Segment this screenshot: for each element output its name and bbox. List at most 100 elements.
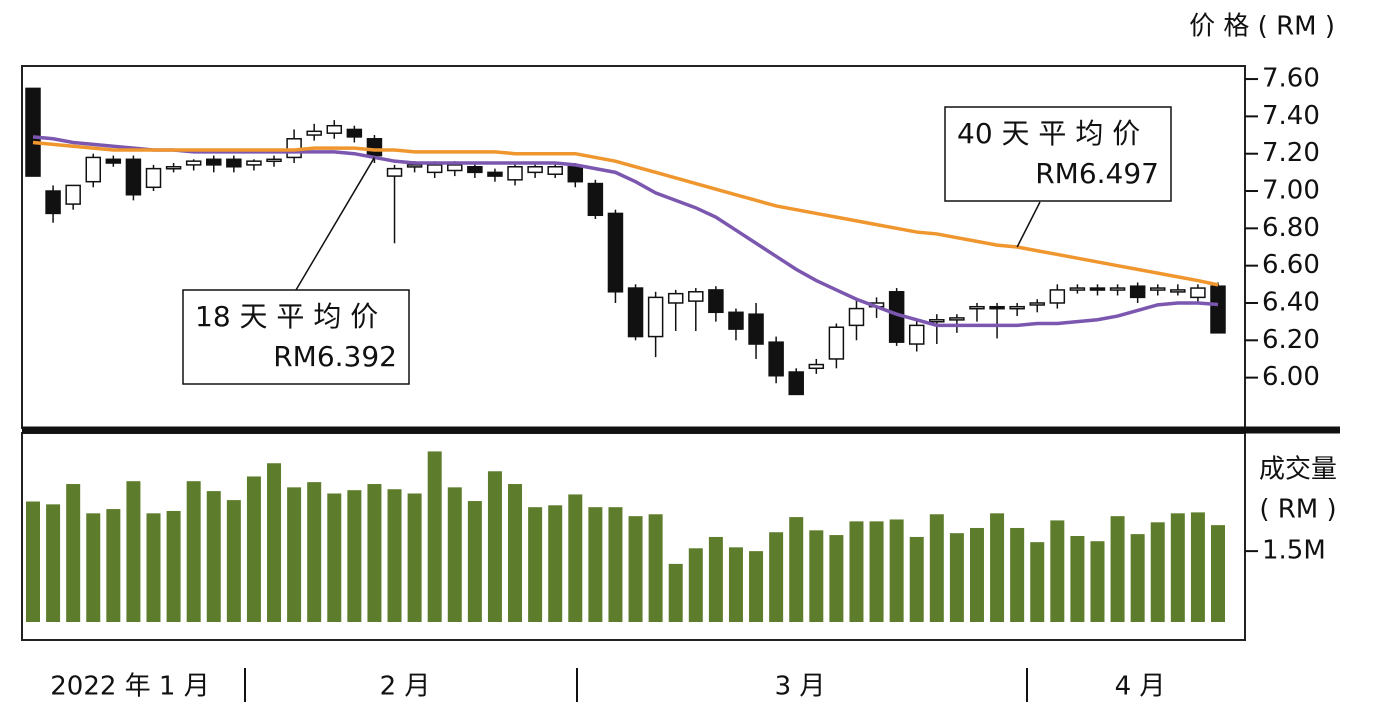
volume-bar	[1130, 534, 1145, 622]
candle-body	[969, 305, 985, 310]
annotation-box	[182, 289, 410, 385]
volume-bar	[46, 504, 61, 622]
annotation-leader	[1016, 201, 1041, 248]
candle-body	[547, 166, 563, 175]
candle-body	[527, 166, 543, 174]
volume-bar	[728, 547, 743, 622]
volume-bar	[628, 516, 643, 622]
candle-body	[226, 158, 242, 168]
candle-body	[165, 166, 182, 170]
volume-bar	[126, 481, 141, 622]
candle-body	[326, 124, 343, 134]
volume-bar	[969, 527, 984, 622]
candle-body	[1129, 285, 1146, 299]
candle-body	[1210, 285, 1226, 334]
y-tick-label: 6.60	[1262, 250, 1320, 280]
candle-body	[808, 363, 825, 370]
candle-body	[1029, 302, 1045, 306]
candle-body	[246, 160, 262, 166]
volume-bar	[106, 509, 121, 622]
annotation-value: RM6.392	[273, 340, 397, 373]
candle-body	[989, 305, 1005, 310]
volume-bar	[467, 501, 482, 622]
volume-bar	[1110, 516, 1125, 622]
candle-body	[788, 371, 804, 396]
annotation-title: 18 天 平 均 价	[195, 300, 378, 333]
candle-body	[607, 212, 624, 293]
month-label: 4 月	[1115, 672, 1166, 702]
volume-bar	[1070, 536, 1085, 622]
volume-bar	[307, 482, 322, 622]
candle-body	[567, 166, 584, 183]
candle-body	[206, 158, 222, 166]
volume-bar	[608, 507, 623, 622]
volume-bar	[809, 530, 824, 622]
candle-body	[487, 171, 503, 177]
candle-body	[647, 296, 664, 338]
volume-bar	[1010, 527, 1025, 622]
candle-body	[1009, 305, 1025, 310]
y-tick-label: 6.80	[1262, 213, 1320, 243]
annotation-value: RM6.497	[1035, 157, 1159, 190]
month-label: 2022 年 1 月	[50, 672, 210, 702]
candle-body	[1089, 287, 1106, 291]
moving-average-line	[32, 135, 1219, 328]
candle-body	[45, 190, 61, 215]
volume-bar	[287, 487, 302, 622]
candle-body	[346, 128, 363, 138]
volume-bar	[146, 513, 161, 622]
y-tick-label: 6.40	[1262, 287, 1320, 317]
candle-body	[65, 184, 81, 205]
price-axis-title: 价 格 ( RM )	[1189, 12, 1335, 42]
volume-bar	[889, 519, 904, 622]
volume-bar	[1211, 525, 1225, 622]
candle-body	[708, 289, 724, 314]
candle-body	[386, 167, 403, 177]
candle-body	[1149, 287, 1166, 291]
candle-body	[1170, 289, 1186, 293]
candle-body	[929, 319, 945, 323]
candle-body	[908, 324, 925, 345]
annotation-title: 40 天 平 均 价	[957, 117, 1140, 150]
volume-bar	[668, 563, 683, 622]
candle-body	[1109, 287, 1126, 291]
candle-body	[828, 326, 845, 360]
volume-axis-unit: ( RM )	[1259, 495, 1336, 525]
volume-bar	[1030, 542, 1045, 622]
volume-bar	[568, 494, 583, 622]
candle-body	[125, 158, 142, 196]
volume-bar	[186, 481, 201, 622]
candle-body	[185, 160, 202, 166]
month-label: 3 月	[775, 672, 826, 702]
volume-bar	[1150, 522, 1165, 622]
volume-bar	[26, 501, 40, 622]
volume-bar	[769, 532, 784, 622]
annotation-box	[944, 106, 1172, 202]
volume-bar	[246, 476, 261, 622]
candle-body	[467, 166, 483, 174]
volume-bar	[789, 517, 804, 622]
volume-bar	[166, 510, 181, 622]
y-tick-label: 7.60	[1262, 64, 1320, 94]
candle-body	[1049, 289, 1066, 304]
y-tick-label: 7.00	[1262, 176, 1320, 206]
volume-bar	[749, 551, 764, 622]
volume-bar	[528, 507, 543, 622]
volume-bar	[387, 489, 402, 622]
candle-body	[105, 158, 122, 164]
volume-bar	[648, 514, 663, 622]
volume-bar	[347, 490, 362, 622]
volume-bar	[508, 484, 523, 622]
candle-body	[949, 317, 965, 321]
y-tick-label: 7.40	[1262, 101, 1320, 131]
volume-bar	[367, 484, 382, 622]
candle-body	[306, 130, 322, 136]
candle-body	[667, 292, 684, 304]
candle-body	[748, 313, 764, 345]
volume-bar	[548, 505, 563, 622]
volume-axis-title: 成交量	[1259, 455, 1337, 485]
volume-bar	[1050, 520, 1065, 622]
volume-bar	[206, 491, 221, 622]
candle-body	[447, 164, 463, 172]
